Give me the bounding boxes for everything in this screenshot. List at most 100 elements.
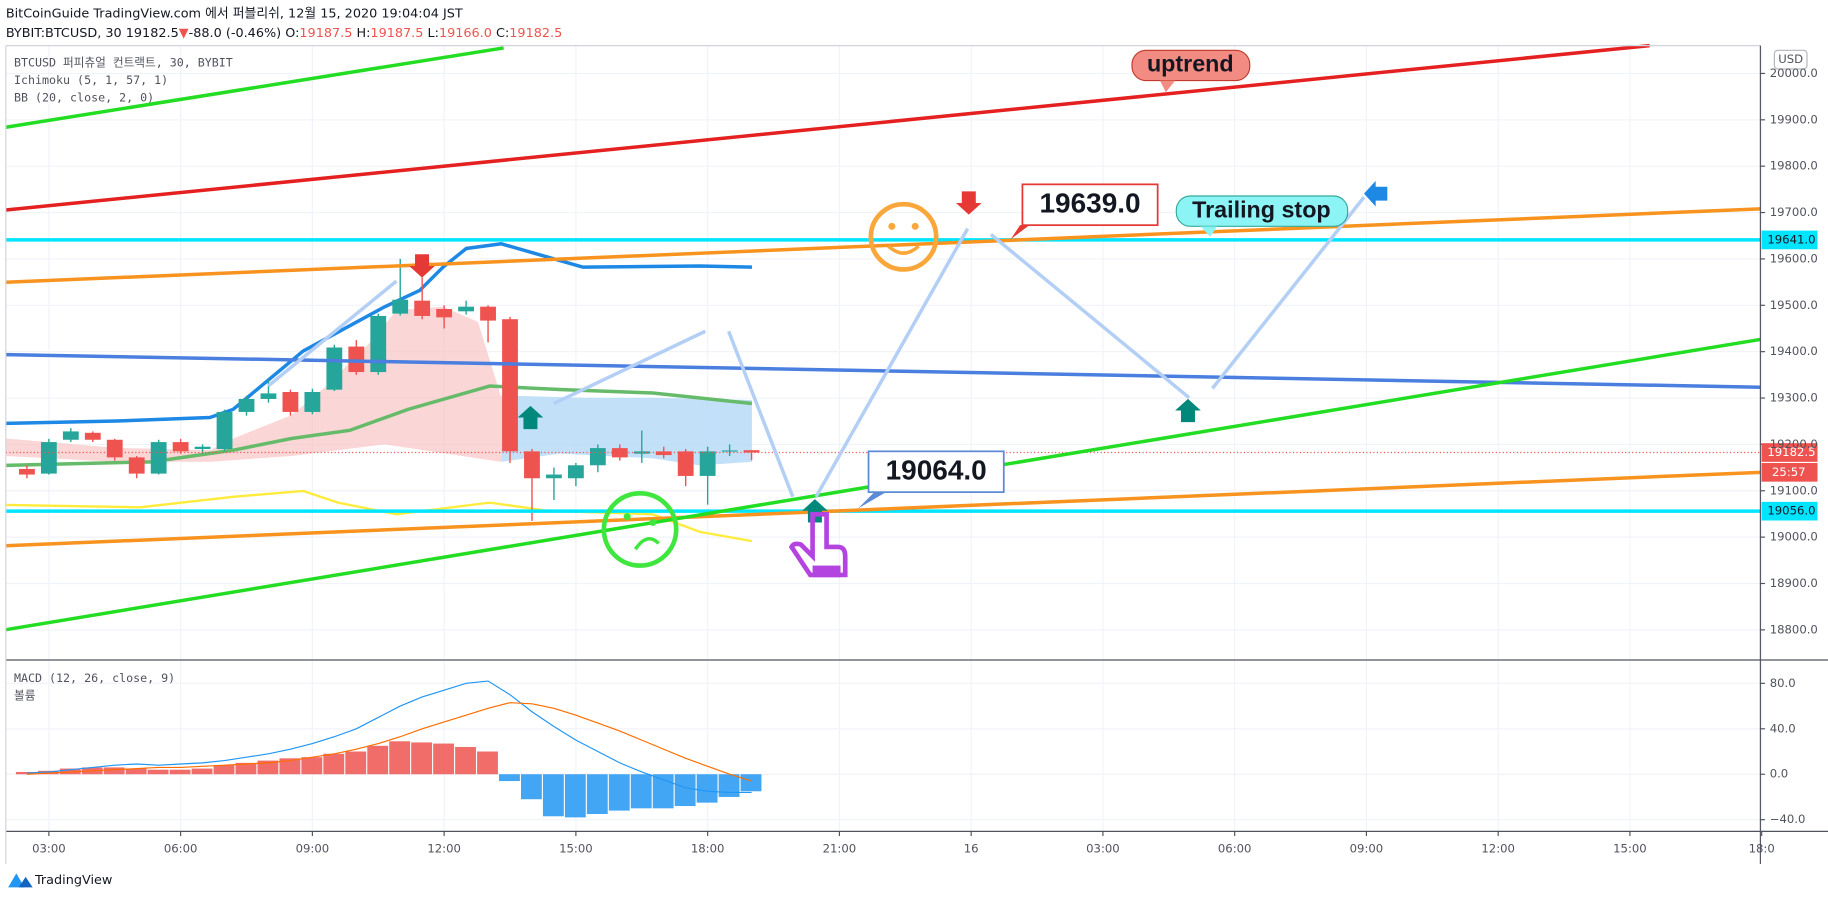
left-arrow: [1364, 180, 1388, 207]
callout-text: uptrend: [1147, 51, 1234, 77]
price-tags: 19641.0 19056.0 19182.5 25:57: [1761, 230, 1818, 521]
y-tick-label: 19600.0: [1770, 251, 1818, 265]
candle-body: [128, 457, 145, 474]
trendline: [5, 207, 1761, 285]
y-tick-label: 19800.0: [1770, 159, 1818, 173]
footer-text: TradingView: [34, 873, 112, 888]
eye: [623, 513, 631, 521]
x-tick-label: 15:00: [1613, 841, 1647, 855]
candle-body: [502, 319, 518, 452]
ohlc-piece: 19182.5: [509, 25, 562, 40]
callout-tail: [1010, 225, 1030, 240]
legend-item: Ichimoku (5, 1, 57, 1): [14, 73, 168, 87]
histogram-bar: [147, 769, 169, 775]
arrow: [989, 233, 1191, 400]
level-label: 19056.0: [1767, 504, 1815, 518]
sad-face: [601, 490, 679, 568]
smiley-face: [868, 201, 939, 272]
candle-body: [546, 474, 562, 479]
hand-icon: [788, 511, 848, 578]
up-arrow: [1175, 398, 1201, 423]
y-tick-label: 19300.0: [1770, 391, 1818, 405]
candle-body: [194, 446, 211, 450]
legend-item: 볼륨: [14, 689, 36, 703]
candle-body: [677, 451, 694, 476]
x-tick-label: 18:00: [691, 841, 725, 855]
histogram-bar: [630, 774, 652, 809]
candle-body: [458, 306, 475, 312]
x-tick-label: 03:00: [1086, 841, 1120, 855]
eye: [649, 518, 657, 526]
x-tick-label: 21:00: [823, 841, 857, 855]
histogram-bar: [279, 758, 301, 775]
currency: USD: [1778, 52, 1803, 66]
y-tick-label: 19100.0: [1770, 483, 1818, 497]
ohlc-line: BYBIT:BTCUSD, 30 19182.5▼-88.0 (-0.46%) …: [6, 25, 562, 40]
y-tick-label: 19400.0: [1770, 344, 1818, 358]
candle-body: [106, 439, 123, 458]
callout: [1175, 195, 1349, 227]
ohlc-piece: 19166.0: [439, 25, 492, 40]
level-label: 19641.0: [1767, 232, 1815, 246]
histogram-bar: [520, 774, 542, 800]
candle-body: [436, 309, 453, 318]
histogram-bar: [301, 757, 323, 775]
candle-body: [260, 393, 277, 399]
candle-body: [172, 442, 189, 452]
histogram-bar: [542, 774, 564, 817]
last-price-label: 19182.5: [1767, 445, 1815, 459]
smiley: [868, 201, 939, 272]
up-arrow: [517, 405, 544, 430]
y-tick-label: 80.0: [1770, 676, 1796, 690]
callout-tail: [1159, 80, 1176, 93]
callout-tail: [858, 492, 887, 509]
countdown: 25:57: [1772, 465, 1806, 479]
callout: [1021, 183, 1159, 227]
y-tick-label: 19000.0: [1770, 530, 1818, 544]
ohlc-piece: ▼: [179, 25, 189, 40]
histogram-bar: [125, 768, 147, 775]
callout-tail: [1200, 226, 1218, 237]
histogram-bar: [367, 745, 389, 775]
eye: [911, 222, 919, 230]
x-tick-label: 12:00: [1481, 841, 1515, 855]
y-tick-label: 0.0: [1770, 767, 1789, 781]
arrow: [1211, 196, 1366, 390]
legend-item: MACD (12, 26, close, 9): [14, 671, 175, 685]
x-tick-label: 09:00: [1350, 841, 1384, 855]
macd-line: [26, 680, 752, 793]
mouth: [887, 244, 920, 255]
candle-body: [370, 315, 387, 373]
callout-text: 19064.0: [886, 455, 987, 486]
x-tick-label: 06:00: [164, 841, 198, 855]
y-tick-label: 18800.0: [1770, 622, 1818, 636]
x-tick-label: 12:00: [427, 841, 461, 855]
histogram-bar: [169, 769, 191, 775]
cloud-blue: [501, 395, 752, 466]
x-tick-label: 03:00: [32, 841, 66, 855]
signal-line: [26, 702, 752, 782]
drawings: uptrend 19639.0 Trailing stop 19064.0: [5, 43, 1761, 632]
sad-face-circle: [601, 490, 679, 568]
histogram-bar: [411, 742, 433, 775]
histogram-bar: [499, 774, 520, 782]
candle-body: [589, 448, 606, 466]
candle-body: [633, 451, 650, 454]
candle-body: [216, 411, 233, 450]
ohlc-piece: 19187.5: [299, 25, 352, 40]
candle-body: [84, 432, 101, 440]
candle-body: [326, 347, 343, 390]
last-price-tag: [1761, 443, 1818, 462]
callout-text: 19639.0: [1039, 188, 1140, 219]
mouth: [633, 537, 660, 551]
currency-box: [1773, 49, 1808, 70]
candle-body: [282, 392, 299, 412]
y-tick-label: 18900.0: [1770, 576, 1818, 590]
candle-body: [150, 442, 167, 474]
histogram-bar: [455, 746, 476, 775]
y-tick-label: 19500.0: [1770, 298, 1818, 312]
arrow: [553, 329, 707, 406]
ohlc-piece: 19187.5: [370, 25, 423, 40]
histogram-bar: [191, 768, 213, 775]
